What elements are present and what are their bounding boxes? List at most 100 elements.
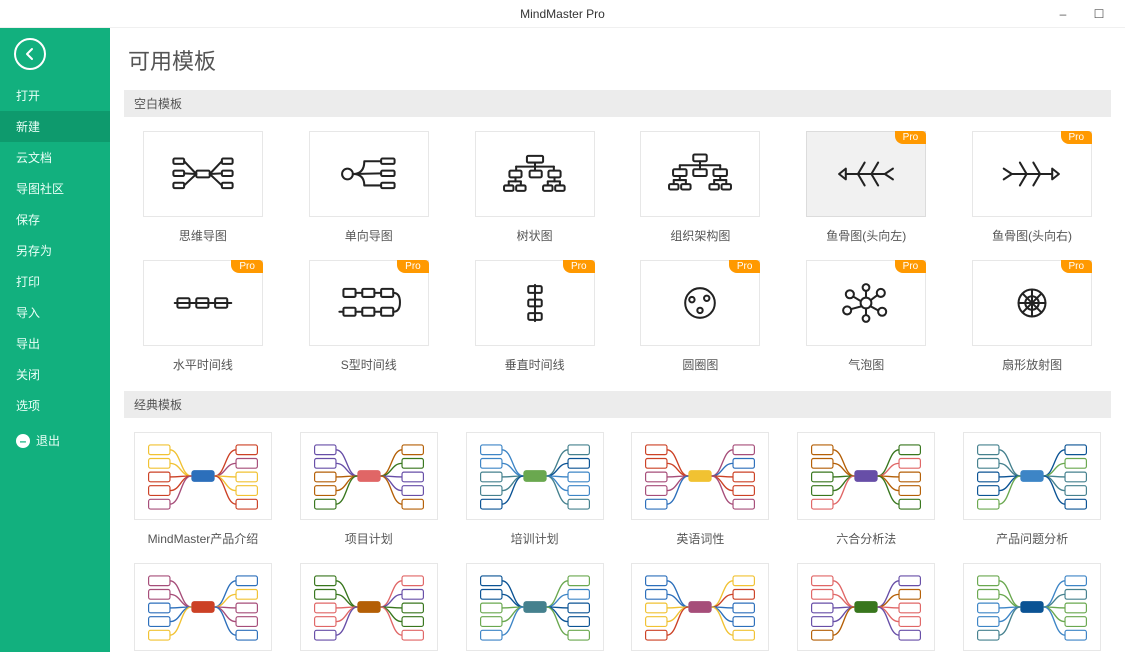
sidebar-item-print[interactable]: 打印 xyxy=(0,266,110,297)
template-thumb[interactable]: Pro xyxy=(806,260,926,346)
sidebar-item-options[interactable]: 选项 xyxy=(0,390,110,421)
template-label: 垂直时间线 xyxy=(505,356,565,373)
template-thumb[interactable]: Pro xyxy=(972,131,1092,217)
pro-badge: Pro xyxy=(1061,131,1093,144)
pro-badge: Pro xyxy=(729,260,761,273)
template-thumb[interactable]: Pro xyxy=(309,260,429,346)
template-thumb[interactable] xyxy=(963,563,1101,651)
sidebar-item-logout[interactable]: – 退出 xyxy=(0,425,110,456)
pro-badge: Pro xyxy=(231,260,263,273)
template-cell[interactable]: 《这样读书就够了》思... xyxy=(130,563,276,652)
sidebar-item-cloud[interactable]: 云文档 xyxy=(0,142,110,173)
sidebar-item-import[interactable]: 导入 xyxy=(0,297,110,328)
sidebar-item-label: 打开 xyxy=(16,89,40,103)
template-label: 英语词性 xyxy=(676,530,724,547)
template-thumb[interactable] xyxy=(143,131,263,217)
sidebar-item-open[interactable]: 打开 xyxy=(0,80,110,111)
section-header-classic: 经典模板 xyxy=(124,391,1111,418)
template-thumb[interactable] xyxy=(640,131,760,217)
template-cell[interactable]: Pro 鱼骨图(头向左) xyxy=(793,131,939,244)
template-thumb[interactable] xyxy=(300,432,438,520)
minimize-button[interactable]: – xyxy=(1051,2,1075,26)
template-cell[interactable]: MindMaster产品介绍 xyxy=(130,432,276,547)
pro-badge: Pro xyxy=(563,260,595,273)
sidebar-item-label: 云文档 xyxy=(16,151,52,165)
template-cell[interactable]: 组织架构图 xyxy=(627,131,773,244)
sidebar-item-new[interactable]: 新建 xyxy=(0,111,110,142)
template-cell[interactable]: 培训计划 xyxy=(462,432,608,547)
sidebar-item-export[interactable]: 导出 xyxy=(0,328,110,359)
maximize-button[interactable]: ☐ xyxy=(1087,2,1111,26)
main-content: 可用模板 空白模板 思维导图单向导图树状图组织架构图Pro鱼骨图(头向左)Pro… xyxy=(110,28,1125,652)
template-thumb[interactable] xyxy=(466,432,604,520)
template-cell[interactable]: Pro 水平时间线 xyxy=(130,260,276,373)
template-thumb[interactable]: Pro xyxy=(640,260,760,346)
sidebar-item-label: 选项 xyxy=(16,399,40,413)
template-label: 思维导图 xyxy=(179,227,227,244)
template-thumb[interactable] xyxy=(309,131,429,217)
template-thumb[interactable] xyxy=(631,563,769,651)
template-thumb[interactable] xyxy=(797,563,935,651)
sidebar-item-save[interactable]: 保存 xyxy=(0,204,110,235)
template-label: 鱼骨图(头向左) xyxy=(826,227,906,244)
template-label: 扇形放射图 xyxy=(1002,356,1062,373)
template-label: 单向导图 xyxy=(345,227,393,244)
template-cell[interactable]: Pro 圆圈图 xyxy=(627,260,773,373)
template-cell[interactable]: 案例研究 xyxy=(627,563,773,652)
sidebar-item-label: 导图社区 xyxy=(16,182,64,196)
template-label: 组织架构图 xyxy=(670,227,730,244)
template-thumb[interactable] xyxy=(475,131,595,217)
template-thumb[interactable] xyxy=(134,432,272,520)
template-cell[interactable]: 风险管理 xyxy=(959,563,1105,652)
window-controls: – ☐ ✕ xyxy=(1051,0,1121,27)
template-cell[interactable]: 树状图 xyxy=(462,131,608,244)
sidebar-item-label: 关闭 xyxy=(16,368,40,382)
sidebar-item-close[interactable]: 关闭 xyxy=(0,359,110,390)
pro-badge: Pro xyxy=(895,131,927,144)
template-cell[interactable]: 组织商务活动 xyxy=(462,563,608,652)
pro-badge: Pro xyxy=(1061,260,1093,273)
template-cell[interactable]: 六顶思考帽 xyxy=(793,563,939,652)
template-cell[interactable]: 单向导图 xyxy=(296,131,442,244)
template-thumb[interactable]: Pro xyxy=(143,260,263,346)
sidebar-item-community[interactable]: 导图社区 xyxy=(0,173,110,204)
template-thumb[interactable] xyxy=(963,432,1101,520)
template-cell[interactable]: Pro 气泡图 xyxy=(793,260,939,373)
template-label: 项目计划 xyxy=(345,530,393,547)
template-cell[interactable]: 六合分析法 xyxy=(793,432,939,547)
template-label: 气泡图 xyxy=(848,356,884,373)
template-thumb[interactable] xyxy=(466,563,604,651)
sidebar-item-save-as[interactable]: 另存为 xyxy=(0,235,110,266)
template-label: MindMaster产品介绍 xyxy=(148,530,259,547)
sidebar-item-label: 退出 xyxy=(36,432,60,449)
template-cell[interactable]: 股东特别大会 xyxy=(296,563,442,652)
template-thumb[interactable] xyxy=(797,432,935,520)
app-title: MindMaster Pro xyxy=(520,7,605,21)
page-title: 可用模板 xyxy=(124,28,1111,90)
template-cell[interactable]: 思维导图 xyxy=(130,131,276,244)
template-thumb[interactable]: Pro xyxy=(972,260,1092,346)
template-thumb[interactable]: Pro xyxy=(475,260,595,346)
template-cell[interactable]: Pro 垂直时间线 xyxy=(462,260,608,373)
sidebar-item-label: 导入 xyxy=(16,306,40,320)
sidebar-item-label: 保存 xyxy=(16,213,40,227)
template-label: 圆圈图 xyxy=(682,356,718,373)
titlebar: MindMaster Pro – ☐ ✕ xyxy=(0,0,1125,28)
template-thumb[interactable] xyxy=(631,432,769,520)
template-cell[interactable]: 产品问题分析 xyxy=(959,432,1105,547)
template-thumb[interactable] xyxy=(134,563,272,651)
template-thumb[interactable]: Pro xyxy=(806,131,926,217)
back-button[interactable] xyxy=(14,38,46,70)
sidebar-item-label: 打印 xyxy=(16,275,40,289)
pro-badge: Pro xyxy=(895,260,927,273)
template-cell[interactable]: Pro 扇形放射图 xyxy=(959,260,1105,373)
template-label: 水平时间线 xyxy=(173,356,233,373)
template-thumb[interactable] xyxy=(300,563,438,651)
template-cell[interactable]: 英语词性 xyxy=(627,432,773,547)
template-cell[interactable]: Pro鱼骨图(头向右) xyxy=(959,131,1105,244)
template-cell[interactable]: 项目计划 xyxy=(296,432,442,547)
back-arrow-icon xyxy=(22,46,38,62)
template-cell[interactable]: ProS型时间线 xyxy=(296,260,442,373)
template-label: 树状图 xyxy=(517,227,553,244)
template-label: 培训计划 xyxy=(511,530,559,547)
